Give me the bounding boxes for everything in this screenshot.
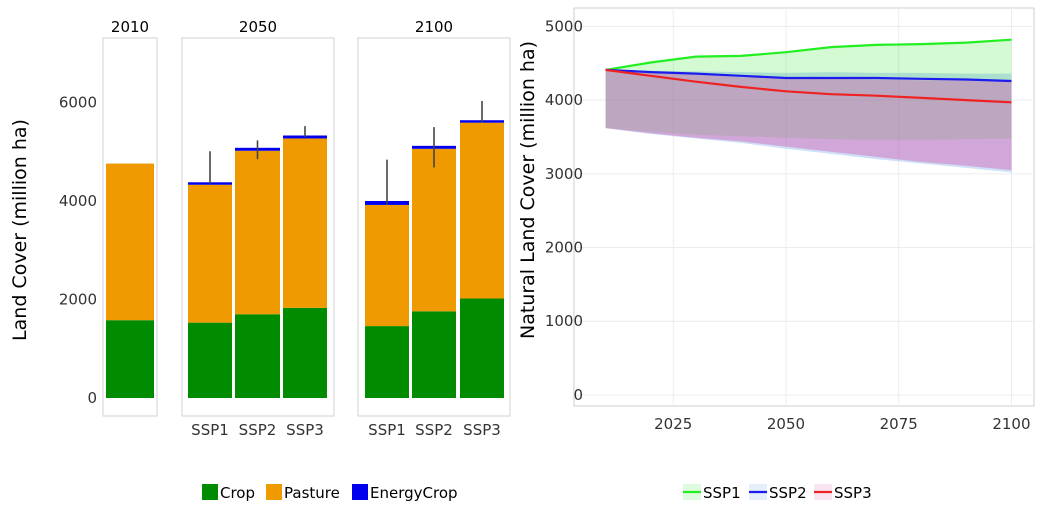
bar-facets: 2010 2050 SSP1 SSP2 SSP3 2100 SSP1 SSP2 SSP3 (102, 18, 511, 439)
facet-panel-border (181, 37, 335, 417)
right-y-axis: 0 1000 2000 3000 4000 5000 (545, 17, 583, 404)
legend-label-ssp3: SSP3 (834, 484, 872, 502)
right-x-tick-label: 2100 (992, 415, 1030, 433)
land-cover-bar-chart: Land Cover (million ha) 0 2000 4000 6000 20… (9, 18, 511, 439)
facet-2050: 2050 SSP1 SSP2 SSP3 (181, 18, 335, 439)
right-y-tick-label: 0 (573, 386, 583, 404)
bar-crop-ssp2 (235, 314, 280, 398)
bar-pasture-ssp3 (283, 138, 327, 308)
line-ssp1 (605, 38, 1012, 71)
left-y-axis-title: Land Cover (million ha) (9, 119, 31, 341)
bar-crop-ssp2 (412, 311, 456, 398)
right-y-tick-label: 1000 (545, 312, 583, 330)
natural-land-cover-chart: Natural Land Cover (million ha) 2025 2050… (517, 7, 1035, 433)
legend-swatch-pasture (266, 484, 282, 500)
facet-title: 2050 (239, 18, 277, 36)
legend-swatch-energycrop (352, 484, 368, 500)
legend-label-pasture: Pasture (284, 484, 340, 502)
right-x-tick-label: 2075 (880, 415, 918, 433)
left-y-tick-label: 2000 (59, 291, 97, 309)
facet-title: 2010 (111, 18, 149, 36)
plot-panel-border (573, 7, 1035, 407)
x-category-label: SSP1 (368, 421, 406, 439)
legend-swatch-crop (202, 484, 218, 500)
right-y-tick-label: 3000 (545, 165, 583, 183)
line-ssp2 (605, 68, 1012, 83)
facet-panel-border (357, 37, 511, 417)
bar-crop-ssp3 (460, 298, 504, 398)
bar-pasture-ssp2 (235, 150, 280, 315)
bar-crop-ssp1 (188, 322, 232, 398)
left-y-tick-label: 4000 (59, 192, 97, 210)
right-y-tick-label: 4000 (545, 91, 583, 109)
bar-crop-ssp3 (283, 307, 327, 398)
legend-label-ssp1: SSP1 (703, 484, 741, 502)
legend-label-crop: Crop (220, 484, 255, 502)
facet-2100: 2100 SSP1 SSP2 SSP3 (357, 18, 511, 439)
right-x-tick-label: 2050 (767, 415, 805, 433)
bar-crop-ssp1 (365, 326, 409, 398)
x-category-label: SSP2 (239, 421, 277, 439)
right-y-axis-title: Natural Land Cover (million ha) (517, 41, 539, 339)
bar-pasture-ssp2 (412, 148, 456, 312)
facet-panel-border (102, 37, 158, 417)
bar-pasture-ssp1 (365, 204, 409, 327)
ribbon-ssp3 (605, 69, 1012, 171)
left-y-tick-label: 6000 (59, 94, 97, 112)
facet-2010: 2010 (102, 18, 158, 417)
legend-label-ssp2: SSP2 (769, 484, 807, 502)
line-legend: SSP1 SSP2 SSP3 (683, 484, 872, 502)
left-y-axis: 0 2000 4000 6000 (59, 94, 97, 408)
right-plot-panel (573, 7, 1035, 407)
legend-label-energycrop: EnergyCrop (370, 484, 458, 502)
right-x-axis: 2025 2050 2075 2100 (654, 415, 1030, 433)
ribbon-ssp2 (605, 69, 1012, 173)
line-ssp3 (605, 68, 1012, 104)
left-y-tick-label: 0 (87, 389, 97, 407)
right-y-tick-label: 5000 (545, 17, 583, 35)
x-category-label: SSP2 (415, 421, 453, 439)
bar-crop-2010 (106, 320, 154, 398)
x-category-label: SSP1 (191, 421, 229, 439)
right-x-tick-label: 2025 (654, 415, 692, 433)
bar-pasture-2010 (106, 163, 154, 321)
ribbon-ssp1 (605, 39, 1012, 140)
bar-pasture-ssp1 (188, 184, 232, 323)
series-lines (605, 38, 1012, 104)
bar-legend: Crop Pasture EnergyCrop (202, 484, 458, 502)
x-category-label: SSP3 (463, 421, 501, 439)
x-category-label: SSP3 (286, 421, 324, 439)
ribbon-areas (605, 39, 1012, 173)
facet-title: 2100 (415, 18, 453, 36)
bar-pasture-ssp3 (460, 122, 504, 299)
right-y-tick-label: 2000 (545, 239, 583, 257)
